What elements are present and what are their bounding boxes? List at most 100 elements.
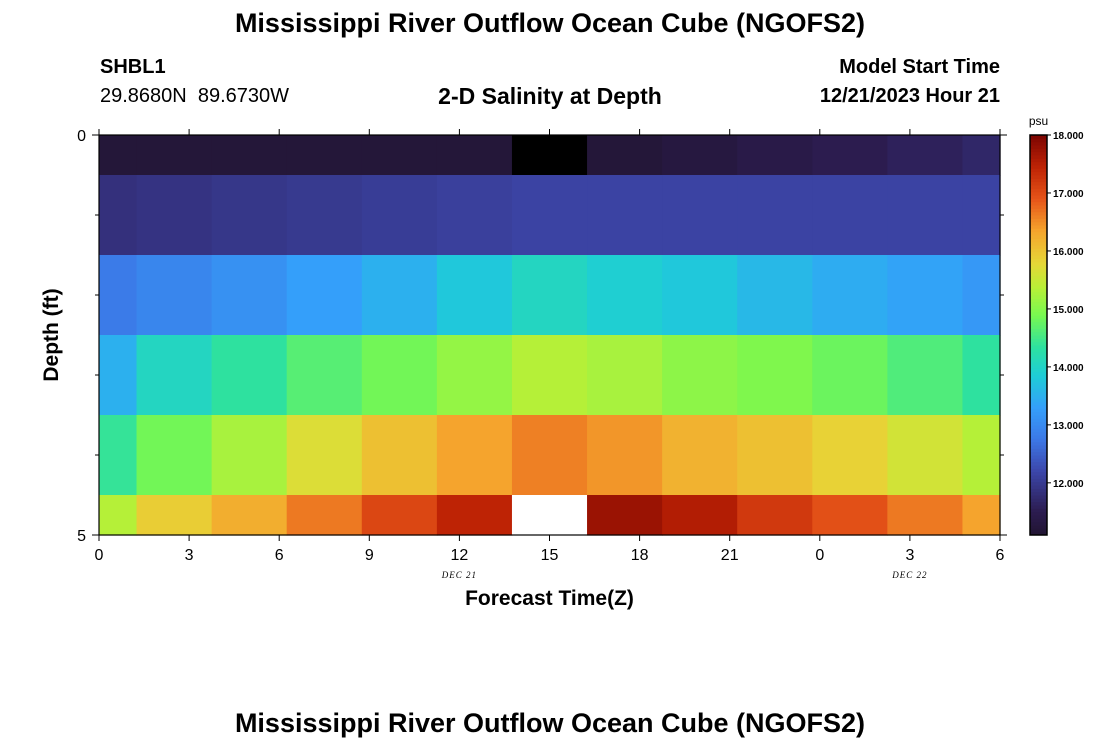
x-tick-label: 12 <box>451 547 469 564</box>
colorbar-segment <box>1030 245 1047 249</box>
heatmap-cell <box>662 415 738 496</box>
heatmap-cell <box>136 495 213 536</box>
colorbar-segment <box>1030 491 1047 496</box>
colorbar-segment <box>1030 318 1047 323</box>
colorbar-segment <box>1030 451 1047 456</box>
station-id: SHBL1 <box>100 56 166 78</box>
heatmap-cell <box>99 335 138 416</box>
heatmap-cell <box>662 495 738 536</box>
colorbar-segment <box>1030 278 1047 283</box>
heatmap-cell <box>511 135 588 176</box>
colorbar-segment <box>1030 498 1047 503</box>
heatmap-cell <box>436 415 513 496</box>
colorbar-segment <box>1030 258 1047 263</box>
heatmap-cell <box>211 255 288 336</box>
colorbar-segment <box>1030 191 1047 196</box>
x-tick-label: 0 <box>815 547 824 564</box>
heatmap-cell <box>887 255 964 336</box>
colorbar-segment <box>1030 231 1047 236</box>
colorbar-segment <box>1030 181 1047 186</box>
x-date-label: DEC 21 <box>441 570 477 580</box>
colorbar-segment <box>1030 468 1047 473</box>
colorbar-segment <box>1030 368 1047 373</box>
colorbar-segment <box>1030 281 1047 286</box>
heatmap-cell <box>662 135 738 176</box>
colorbar-segment <box>1030 241 1047 246</box>
heatmap-cell <box>511 335 588 416</box>
colorbar-segment <box>1030 255 1047 259</box>
colorbar-segment <box>1030 355 1047 359</box>
colorbar-segment <box>1030 485 1047 489</box>
colorbar-segment <box>1030 518 1047 523</box>
heatmap-cell <box>286 335 363 416</box>
colorbar-segment <box>1030 238 1047 243</box>
heatmap-cell <box>887 335 964 416</box>
colorbar-segment <box>1030 501 1047 506</box>
x-tick-label: 3 <box>905 547 914 564</box>
colorbar-segment <box>1030 375 1047 379</box>
heatmap-cell <box>211 175 288 256</box>
y-tick-label: 5 <box>77 528 86 545</box>
colorbar-segment <box>1030 348 1047 353</box>
colorbar-segment <box>1030 178 1047 183</box>
colorbar-segment <box>1030 325 1047 329</box>
colorbar-segment <box>1030 171 1047 176</box>
x-tick-label: 21 <box>721 547 739 564</box>
heatmap-cells <box>99 135 1001 536</box>
heatmap-cell <box>286 495 363 536</box>
colorbar-segment <box>1030 148 1047 153</box>
repeated-page-title: Mississippi River Outflow Ocean Cube (NG… <box>234 708 866 738</box>
x-date-label: DEC 22 <box>891 570 927 580</box>
heatmap-cell <box>99 255 138 336</box>
colorbar-segment <box>1030 301 1047 306</box>
colorbar-segment <box>1030 135 1047 139</box>
heatmap-cell <box>812 495 888 536</box>
heatmap-cell <box>587 335 663 416</box>
colorbar-segment <box>1030 351 1047 356</box>
heatmap-cell <box>962 175 1001 256</box>
heatmap-cell <box>136 255 213 336</box>
colorbar-tick-label: 12.000 <box>1053 479 1084 490</box>
colorbar-segment <box>1030 438 1047 443</box>
colorbar-segment <box>1030 488 1047 493</box>
heatmap-cell <box>962 415 1001 496</box>
heatmap-cell <box>737 335 813 416</box>
heatmap-cell <box>436 335 513 416</box>
colorbar-segment <box>1030 471 1047 476</box>
colorbar-segment <box>1030 251 1047 256</box>
x-tick-label: 9 <box>365 547 374 564</box>
colorbar-segment <box>1030 508 1047 513</box>
colorbar-segment <box>1030 151 1047 156</box>
heatmap-cell <box>812 175 888 256</box>
colorbar-segment <box>1030 481 1047 486</box>
x-tick-label: 3 <box>185 547 194 564</box>
heatmap-cell <box>99 415 138 496</box>
heatmap-cell <box>99 175 138 256</box>
colorbar-segment <box>1030 165 1047 169</box>
colorbar-segment <box>1030 388 1047 393</box>
colorbar-segment <box>1030 475 1047 479</box>
colorbar-segment <box>1030 425 1047 429</box>
heatmap-cell <box>962 255 1001 336</box>
colorbar-segment <box>1030 208 1047 213</box>
model-start-label: Model Start Time <box>839 56 1000 78</box>
colorbar-segment <box>1030 381 1047 386</box>
colorbar-segment <box>1030 185 1047 189</box>
colorbar-segment <box>1030 221 1047 226</box>
heatmap-cell <box>962 335 1001 416</box>
heatmap-cell <box>662 255 738 336</box>
colorbar-segment <box>1030 335 1047 339</box>
colorbar-segment <box>1030 158 1047 163</box>
colorbar-segment <box>1030 298 1047 303</box>
colorbar-segment <box>1030 361 1047 366</box>
x-tick-label: 0 <box>95 547 104 564</box>
colorbar-segment <box>1030 365 1047 369</box>
heatmap-cell <box>136 415 213 496</box>
heatmap-cell <box>511 175 588 256</box>
colorbar-segment <box>1030 138 1047 143</box>
heatmap-cell <box>887 135 964 176</box>
colorbar-segment <box>1030 315 1047 319</box>
colorbar-segment <box>1030 455 1047 459</box>
